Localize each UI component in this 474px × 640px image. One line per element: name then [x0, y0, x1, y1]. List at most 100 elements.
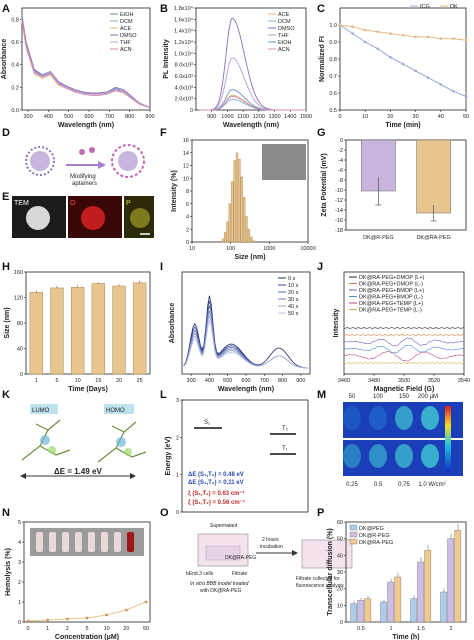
panel-l-level-label: S₁: [204, 420, 210, 426]
panel-a-legend-label: THF: [120, 40, 131, 46]
panel-f-xtick-label: 10: [189, 246, 195, 252]
panel-b-ytick-label: 1.6x10⁴: [174, 16, 194, 23]
panel-m-well: [395, 406, 413, 430]
panel-c-xlabel: Time (min): [385, 122, 420, 129]
panel-i-xtick-label: 800: [278, 378, 287, 384]
panel-l-frame: [181, 399, 309, 513]
panel-f-bar: [240, 176, 243, 243]
collected-label-2: fluorescence analysis: [296, 583, 344, 589]
panel-a-legend-label: DCM: [120, 19, 133, 25]
panel-f-bar: [233, 160, 236, 243]
panel-i-legend-label: 10 s: [288, 283, 299, 289]
panel-f-bar: [228, 203, 231, 243]
panel-g-ytick-label: -10: [335, 188, 343, 194]
panel-label-b: B: [160, 3, 168, 15]
panel-b-ytick-label: 1.2x10⁴: [174, 39, 194, 46]
panel-c-xtick-label: 30: [413, 114, 419, 120]
panel-g-ytick-label: -16: [335, 218, 343, 224]
panel-g-ytick-label: 0: [340, 138, 343, 144]
panel-n-point: [46, 618, 50, 622]
panel-f-ytick-label: 8: [186, 189, 189, 195]
panel-a-ytick-label: 0.4: [11, 63, 19, 69]
panel-k-orbitals: LUMO HOMO ΔE = 1.49 eV: [20, 404, 147, 479]
panel-label-p: P: [317, 507, 324, 519]
panel-j-xtick-label: 3480: [368, 378, 380, 384]
panel-n-ytick-label: 0: [18, 620, 21, 626]
panel-c-point: [464, 39, 468, 42]
modify-label-2: aptamers: [72, 181, 97, 187]
panel-f-ytick-label: 4: [186, 215, 189, 221]
panel-m-concentration-label: 200 μM: [418, 394, 438, 400]
panel-l-level-label: T₂: [282, 426, 289, 432]
panel-f-xtick-label: 10000: [300, 246, 315, 252]
panel-c-point: [439, 37, 443, 40]
panel-n-tube: [75, 532, 82, 552]
panel-i-xtick-label: 700: [260, 378, 269, 384]
panel-m-power-label: 0.25: [346, 482, 358, 488]
panel-p-category-label: 2: [449, 626, 452, 632]
model-label-2: with DK@RA-PEG: [200, 588, 242, 594]
panel-c-frame: [339, 7, 467, 111]
panel-h-ylabel: Size (nm): [4, 307, 11, 338]
cells-label: bEnd.3 cells: [186, 571, 214, 577]
panel-p-bar: [387, 581, 395, 623]
panel-f-ytick-label: 6: [186, 202, 189, 208]
panel-b-xtick-label: 1100: [237, 114, 249, 120]
panel-a-xtick-label: 700: [105, 114, 114, 120]
panel-c-ytick-label: 0.8: [329, 57, 337, 63]
panel-n-point: [65, 617, 69, 621]
panel-c-legend-label: DK: [450, 4, 458, 10]
panel-h-ytick-label: 40: [17, 347, 23, 353]
panel-m-well: [343, 444, 361, 468]
panel-p-legend-swatch: [349, 524, 358, 531]
filtrate-label: Filtrate: [232, 571, 248, 577]
panel-n-ytick-label: 3: [18, 560, 21, 566]
panel-g-ytick-label: -2: [338, 148, 343, 154]
panel-h-category-label: 15: [95, 378, 101, 384]
panel-c-point: [439, 83, 443, 86]
panel-f-bar: [231, 181, 234, 243]
panel-a-ytick-label: 0.6: [11, 40, 19, 46]
panel-label-d: D: [2, 127, 10, 139]
panel-n-xtick-label: 5: [85, 626, 88, 632]
panel-a-legend-label: ACN: [120, 47, 132, 53]
panel-c-point: [464, 95, 468, 98]
panel-a-frame: [21, 7, 151, 111]
panel-i-xtick-label: 500: [223, 378, 232, 384]
panel-b-ytick-label: 8.0x10³: [175, 63, 194, 69]
lumo-molecule: [21, 419, 71, 461]
panel-label-l: L: [160, 389, 167, 401]
panel-i-xtick-label: 900: [296, 378, 305, 384]
panel-p-bar: [357, 600, 365, 623]
panel-h-bar: [71, 287, 85, 375]
panel-a-series-acn: [21, 20, 151, 109]
panel-i-legend-label: 50 s: [288, 311, 299, 317]
panel-c-point: [376, 47, 380, 51]
panel-f-bar: [247, 229, 251, 243]
nanoparticle-right: [111, 144, 145, 178]
panel-g-ytick-label: -18: [335, 228, 343, 234]
panel-b-series-acn: [199, 95, 306, 111]
panel-n-tube: [88, 532, 95, 552]
panel-i-xtick-label: 600: [241, 378, 250, 384]
panel-n-xtick-label: 10: [104, 626, 110, 632]
panel-h-bar: [29, 292, 43, 375]
panel-p-bar: [424, 550, 432, 623]
panel-i-ylabel: Absorbance: [169, 303, 176, 344]
panel-p-category-label: 1: [389, 626, 392, 632]
modify-label-1: Modifying: [70, 174, 96, 180]
panel-n-point: [144, 600, 148, 604]
panel-p-bar: [454, 530, 462, 623]
panel-label-g: G: [317, 127, 326, 139]
panel-m-well: [369, 444, 387, 468]
panel-h-ytick-label: 80: [17, 321, 23, 327]
panel-n-xtick-label: 50: [143, 626, 149, 632]
panel-g-ytick-label: -12: [335, 198, 343, 204]
panel-i-xtick-label: 300: [187, 378, 196, 384]
panel-e-tem: TEM O P: [12, 196, 154, 238]
panel-f-bar: [245, 216, 248, 243]
panel-b-legend-label: DCM: [278, 19, 291, 25]
panel-b-series-thf: [199, 57, 306, 111]
panel-p-ytick-label: 10: [337, 603, 343, 609]
